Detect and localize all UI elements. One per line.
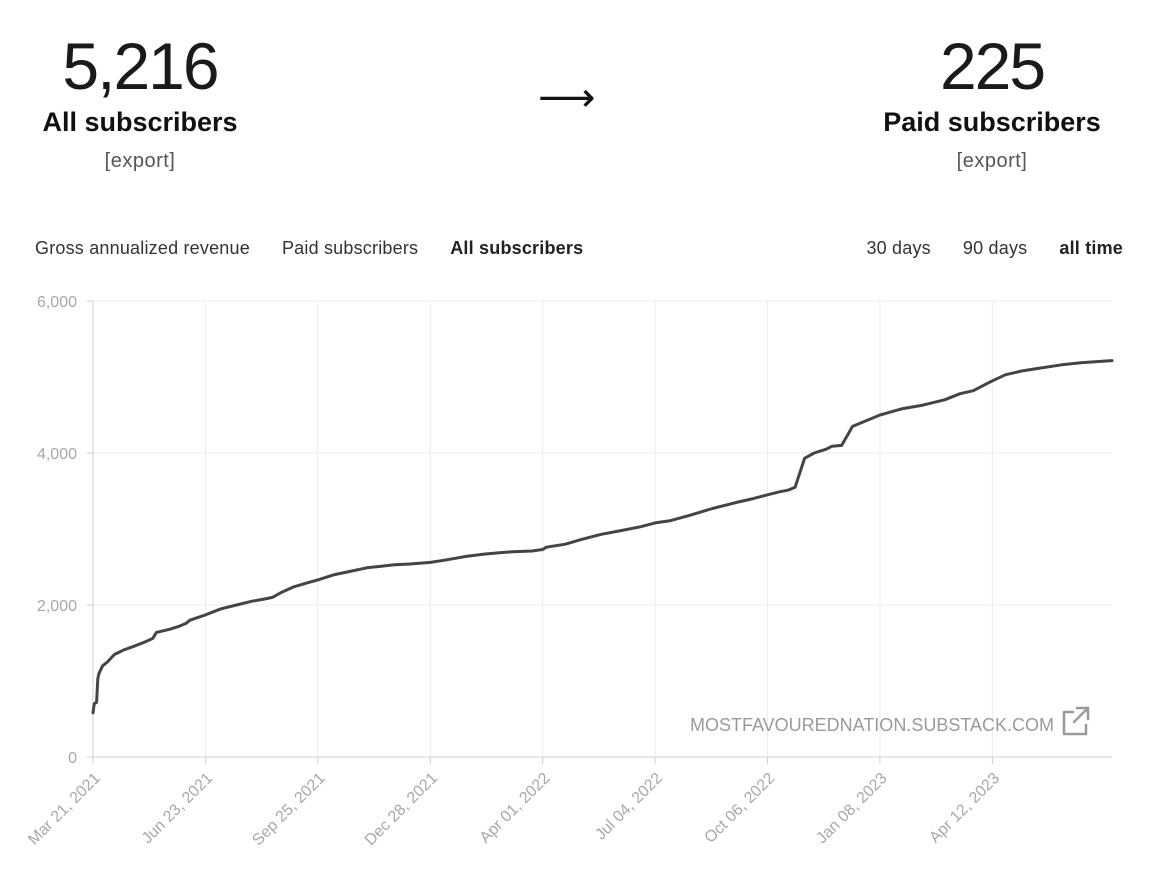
paid-subscribers-export-link[interactable]: [export] xyxy=(956,150,1028,172)
y-tick-label: 2,000 xyxy=(37,598,77,615)
watermark-text: MOSTFAVOUREDNATION.SUBSTACK.COM xyxy=(690,715,1054,735)
all-subscribers-label: All subscribers xyxy=(42,107,238,137)
x-tick-label: Apr 12, 2023 xyxy=(926,770,1003,847)
paid-subscribers-label: Paid subscribers xyxy=(883,107,1101,137)
x-tick-label: Jan 08, 2023 xyxy=(813,770,891,848)
x-tick-label: Apr 01, 2022 xyxy=(477,770,554,847)
metric-tabs: Gross annualized revenue Paid subscriber… xyxy=(35,238,610,259)
tab-all-subscribers[interactable]: All subscribers xyxy=(450,238,584,258)
all-subscribers-export-link[interactable]: [export] xyxy=(104,150,176,172)
all-subscribers-count: 5,216 xyxy=(62,29,219,103)
range-selector: 30 days 90 days all time xyxy=(866,238,1123,259)
tab-gross-annualized-revenue[interactable]: Gross annualized revenue xyxy=(35,238,250,258)
range-all-time[interactable]: all time xyxy=(1059,238,1123,258)
x-tick-label: Jun 23, 2021 xyxy=(139,770,217,848)
tab-paid-subscribers[interactable]: Paid subscribers xyxy=(281,238,419,258)
paid-subscribers-stat: 225 Paid subscribers [export] xyxy=(832,28,1152,176)
x-tick-label: Sep 25, 2021 xyxy=(249,770,328,849)
series-line-all-subscribers xyxy=(91,359,1114,715)
paid-subscribers-count: 225 xyxy=(939,29,1046,103)
x-tick-label: Mar 21, 2021 xyxy=(25,770,104,849)
arrow-right-icon: ⟶ xyxy=(538,76,596,120)
x-tick-label: Jul 04, 2022 xyxy=(592,770,666,844)
y-tick-label: 4,000 xyxy=(37,446,77,463)
range-30-days[interactable]: 30 days xyxy=(866,238,931,258)
y-tick-label: 6,000 xyxy=(37,294,77,311)
y-tick-label: 0 xyxy=(68,750,77,767)
all-subscribers-stat: 5,216 All subscribers [export] xyxy=(0,28,300,176)
x-tick-label: Dec 28, 2021 xyxy=(362,770,441,849)
range-90-days[interactable]: 90 days xyxy=(962,238,1028,258)
x-tick-label: Oct 06, 2022 xyxy=(702,770,779,847)
external-link-icon[interactable] xyxy=(1062,706,1090,736)
